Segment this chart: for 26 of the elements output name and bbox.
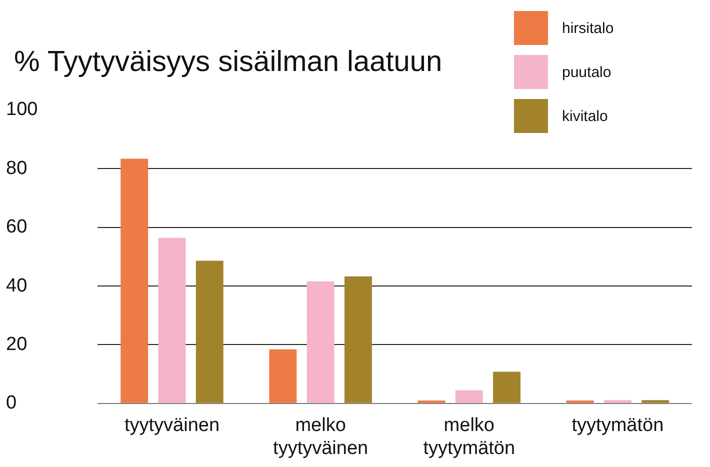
legend-label: kivitalo [562,108,608,124]
bar [604,400,632,403]
legend-label: puutalo [562,64,612,80]
bar [566,400,594,403]
bar [642,400,670,403]
chart-title: % Tyytyväisyys sisäilman laatuun [14,46,442,79]
bar [196,260,224,403]
y-tick-label: 40 [6,275,28,296]
bar [306,281,334,403]
legend-label: hirsitalo [562,20,614,36]
x-tick-label: melko tyytyväinen [273,415,368,459]
bar [120,158,148,403]
bar [455,390,483,403]
y-tick-label: 60 [6,216,28,238]
x-tick-label: tyytymätön [572,415,664,436]
bar [269,349,297,403]
bar [493,372,521,403]
bar [158,238,186,403]
x-tick-label: tyytyväinen [124,415,220,436]
x-tick-label: melko tyytymätön [423,415,516,459]
bar [418,400,446,403]
bar [344,276,372,403]
y-tick-label: 0 [6,392,17,414]
y-tick-label: 20 [6,334,28,355]
y-tick-label: 80 [6,158,28,179]
y-tick-label: 100 [6,99,38,120]
